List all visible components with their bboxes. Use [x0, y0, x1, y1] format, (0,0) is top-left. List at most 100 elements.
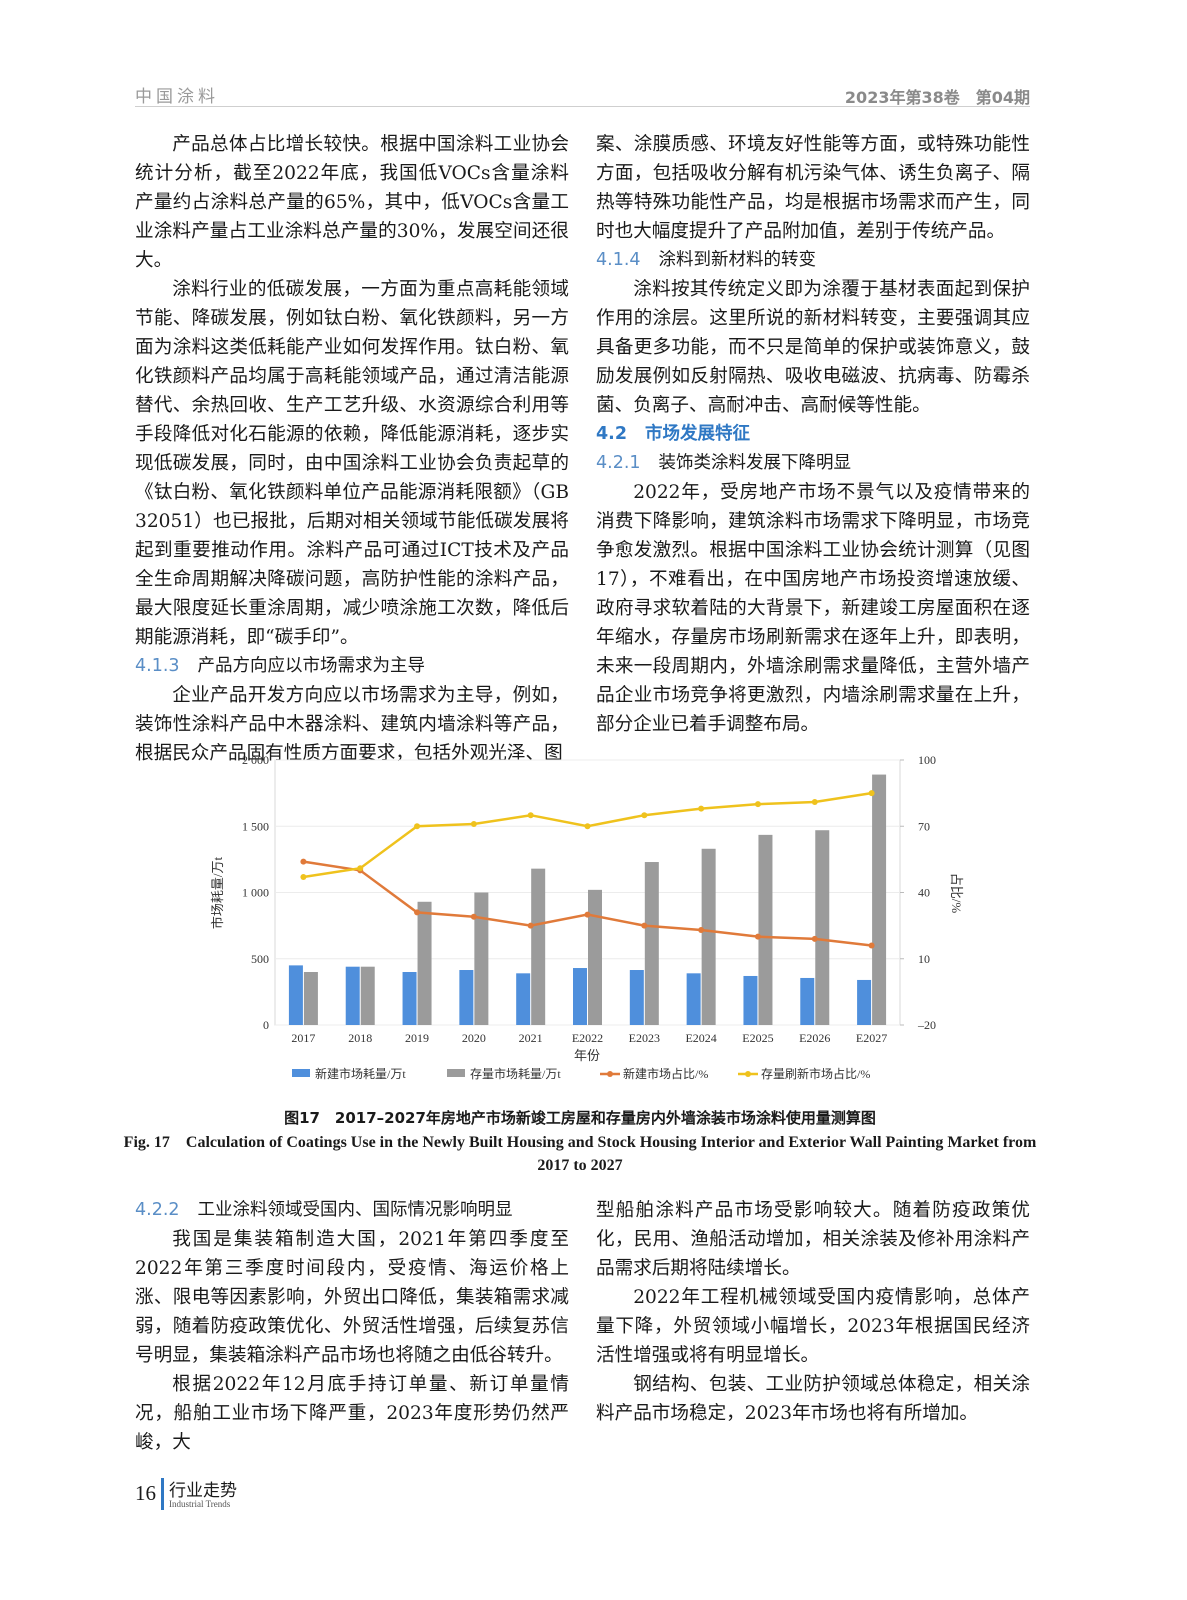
section-title: 装饰类涂料发展下降明显: [658, 453, 852, 473]
x-tick-label: E2022: [572, 1031, 603, 1045]
bar: [345, 966, 360, 1025]
bar: [701, 848, 716, 1025]
paragraph: 企业产品开发方向应以市场需求为主导，例如，装饰性涂料产品中木器涂料、建筑内墙涂料…: [135, 685, 569, 764]
line-marker: [754, 933, 761, 940]
journal-name: 中国涂料: [135, 87, 219, 107]
x-tick-label: 2021: [519, 1031, 543, 1045]
paragraph: 根据2022年12月底手持订单量、新订单量情况，船舶工业市场下降严重，2023年…: [135, 1374, 569, 1453]
y-axis-label: 市场耗量/万t: [210, 857, 225, 930]
paragraph: 2022年工程机械领域受国内疫情影响，总体产量下降，外贸领域小幅增长，2023年…: [596, 1287, 1030, 1366]
line-marker: [868, 942, 875, 949]
paragraph: 钢结构、包装、工业防护领域总体稳定，相关涂料产品市场稳定，2023年市场也将有所…: [596, 1374, 1030, 1424]
bar: [474, 892, 489, 1025]
section-heading: 4.1.4 涂料到新材料的转变: [596, 246, 1030, 275]
bar: [872, 774, 887, 1025]
x-tick-label: 2019: [405, 1031, 429, 1045]
bar: [815, 830, 830, 1025]
footer-bar: [161, 1478, 164, 1510]
bar: [402, 972, 417, 1025]
section-heading: 4.1.3 产品方向应以市场需求为主导: [135, 652, 569, 681]
line-marker: [300, 874, 307, 881]
bar: [303, 972, 318, 1025]
paragraph: 型船舶涂料产品市场受影响较大。随着防疫政策优化，民用、渔船活动增加，相关涂装及修…: [596, 1200, 1030, 1279]
y2-axis-label: 占比/%: [949, 873, 964, 914]
x-tick-label: 2017: [291, 1031, 315, 1045]
legend-swatch: [292, 1069, 310, 1077]
line-marker: [584, 911, 591, 918]
x-tick-label: E2024: [685, 1031, 716, 1045]
section-number: 4.2.2: [135, 1200, 180, 1220]
line-marker: [698, 805, 705, 812]
line-marker: [414, 823, 421, 830]
bar: [459, 970, 474, 1025]
section-number: 4.2: [596, 424, 628, 444]
y-tick-label: 1 000: [242, 886, 269, 900]
line-marker: [811, 798, 818, 805]
line-marker: [300, 858, 307, 865]
paragraph: 涂料按其传统定义即为涂覆于基材表面起到保护作用的涂层。这里所说的新材料转变，主要…: [596, 279, 1030, 416]
section-title: 工业涂料领域受国内、国际情况影响明显: [197, 1200, 513, 1220]
section-heading: 4.2.2 工业涂料领域受国内、国际情况影响明显: [135, 1196, 569, 1225]
bar: [417, 901, 432, 1025]
line-marker: [584, 823, 591, 830]
x-axis-label: 年份: [574, 1048, 600, 1063]
x-tick-label: E2025: [742, 1031, 773, 1045]
footer-section: 行业走势: [169, 1481, 237, 1501]
line: [303, 791, 872, 879]
legend-label: 存量刷新市场占比/%: [761, 1066, 870, 1081]
bar: [531, 868, 546, 1025]
paragraph: 产品总体占比增长较快。根据中国涂料工业协会统计分析，截至2022年底，我国低VO…: [135, 134, 569, 271]
section-title: 市场发展特征: [645, 424, 751, 444]
y2-tick-label: 40: [918, 886, 930, 900]
line-marker: [470, 821, 477, 828]
section-title: 涂料到新材料的转变: [658, 250, 817, 270]
bar: [857, 979, 872, 1025]
bar: [588, 889, 602, 1025]
line-marker: [414, 909, 421, 916]
bar: [629, 970, 644, 1025]
legend-swatch: [607, 1071, 613, 1077]
y-tick-label: 500: [251, 952, 269, 966]
x-tick-label: E2027: [856, 1031, 887, 1045]
issue: 2023年第38卷 第04期: [844, 88, 1030, 107]
section-heading: 4.2 市场发展特征: [596, 420, 1030, 449]
bar: [644, 862, 659, 1025]
x-tick-label: E2023: [629, 1031, 660, 1045]
line-marker: [641, 922, 648, 929]
line-marker: [811, 935, 818, 942]
bar: [516, 973, 531, 1025]
footer-section-en: Industrial Trends: [169, 1499, 231, 1509]
header-rule: [135, 106, 1030, 107]
bar: [360, 966, 375, 1025]
x-tick-label: 2020: [462, 1031, 486, 1045]
x-tick-label: E2026: [799, 1031, 830, 1045]
paragraph: 2022年，受房地产市场不景气以及疫情带来的消费下降影响，建筑涂料市场需求下降明…: [596, 482, 1030, 735]
legend-label: 新建市场占比/%: [623, 1066, 708, 1081]
line-marker: [527, 922, 534, 929]
bar: [800, 977, 815, 1025]
figure-caption-en: Fig. 17 Calculation of Coatings Use in t…: [123, 1134, 1037, 1174]
paragraph: 涂料行业的低碳发展，一方面为重点高耗能领域节能、降碳发展，例如钛白粉、氧化铁颜料…: [135, 279, 569, 648]
line-marker: [470, 913, 477, 920]
section-number: 4.2.1: [596, 453, 641, 473]
y-tick-label: 0: [263, 1018, 269, 1032]
y-tick-label: 1 500: [242, 819, 269, 833]
bar: [743, 975, 758, 1025]
y2-tick-label: 100: [918, 753, 936, 767]
line-marker: [641, 812, 648, 819]
bar: [573, 968, 587, 1025]
section-number: 4.1.4: [596, 250, 641, 270]
legend-label: 新建市场耗量/万t: [315, 1066, 406, 1081]
paragraph: 案、涂膜质感、环境友好性能等方面，或特殊功能性方面，包括吸收分解有机污染气体、诱…: [596, 134, 1030, 242]
bar: [686, 973, 701, 1025]
legend-swatch: [447, 1069, 465, 1077]
legend-label: 存量市场耗量/万t: [470, 1066, 561, 1081]
line: [303, 860, 872, 947]
figure-caption-zh: 图17 2017–2027年房地产市场新竣工房屋和存量房内外墙涂装市场涂料使用量…: [284, 1109, 876, 1127]
section-title: 产品方向应以市场需求为主导: [197, 656, 426, 676]
line-marker: [357, 865, 364, 872]
top-right-column: 案、涂膜质感、环境友好性能等方面，或特殊功能性方面，包括吸收分解有机污染气体、诱…: [596, 130, 1030, 739]
bottom-right-column: 型船舶涂料产品市场受影响较大。随着防疫政策优化，民用、渔船活动增加，相关涂装及修…: [596, 1196, 1030, 1428]
y2-tick-label: –20: [917, 1018, 936, 1032]
